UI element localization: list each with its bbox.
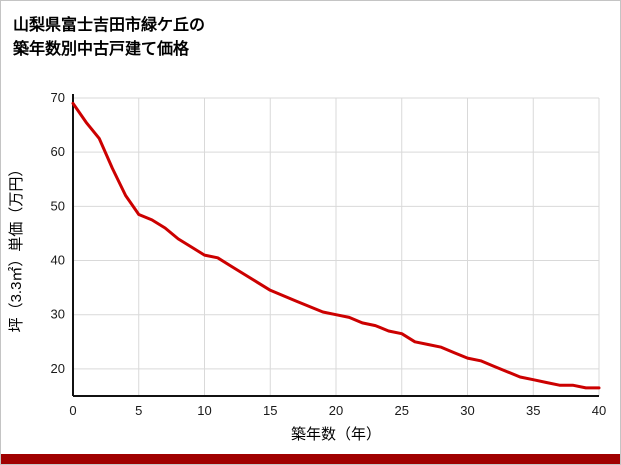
svg-text:15: 15 bbox=[263, 403, 277, 418]
chart-title-line2: 築年数別中古戸建て価格 bbox=[13, 41, 190, 58]
chart: 20 30 40 50 60 70 0 5 10 15 20 25 30 35 40 築年数（年） 坪（3.3㎡… bbox=[1, 89, 620, 456]
gridlines bbox=[72, 97, 600, 396]
svg-text:20: 20 bbox=[51, 361, 65, 376]
svg-text:40: 40 bbox=[51, 253, 65, 268]
x-axis-label: 築年数（年） bbox=[291, 425, 381, 443]
svg-text:25: 25 bbox=[395, 403, 409, 418]
y-axis-label: 坪（3.3㎡）単価（万円） bbox=[8, 162, 25, 333]
price-line-series bbox=[71, 101, 601, 390]
axes bbox=[72, 94, 599, 397]
svg-text:5: 5 bbox=[135, 403, 142, 418]
line-chart: 20 30 40 50 60 70 0 5 10 15 20 25 30 35 40 築年数（年） 坪（3.3㎡… bbox=[8, 90, 606, 443]
svg-text:30: 30 bbox=[51, 307, 65, 322]
svg-text:60: 60 bbox=[51, 144, 65, 159]
svg-text:30: 30 bbox=[460, 403, 474, 418]
svg-text:10: 10 bbox=[197, 403, 211, 418]
svg-text:50: 50 bbox=[51, 198, 65, 213]
svg-text:40: 40 bbox=[592, 403, 606, 418]
y-tick-labels: 20 30 40 50 60 70 bbox=[51, 90, 65, 376]
svg-text:35: 35 bbox=[526, 403, 540, 418]
footer-bar bbox=[1, 454, 620, 464]
svg-text:70: 70 bbox=[51, 90, 65, 105]
svg-text:0: 0 bbox=[69, 403, 76, 418]
chart-title: 山梨県富士吉田市緑ケ丘の 築年数別中古戸建て価格 bbox=[1, 1, 620, 89]
x-tick-labels: 0 5 10 15 20 25 30 35 40 bbox=[69, 403, 606, 418]
svg-text:20: 20 bbox=[329, 403, 343, 418]
chart-title-line1: 山梨県富士吉田市緑ケ丘の bbox=[13, 17, 206, 34]
